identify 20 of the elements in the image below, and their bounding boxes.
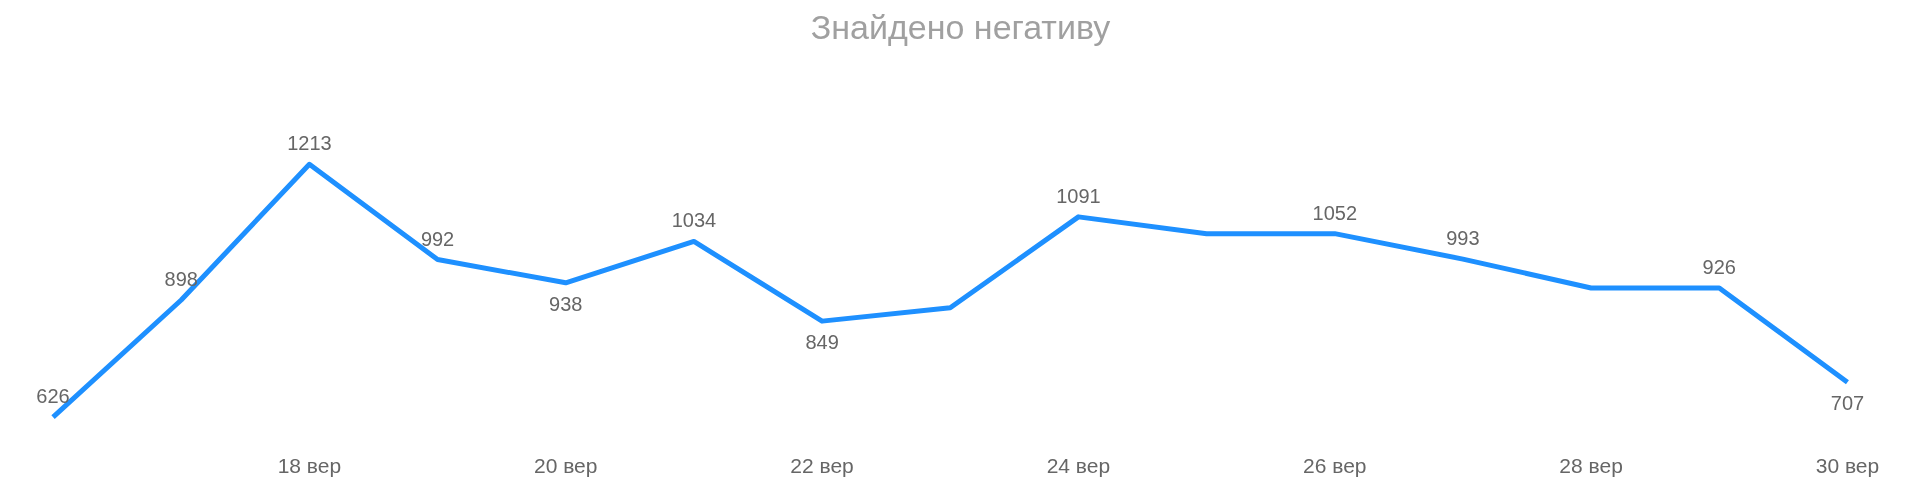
data-label: 926 [1702, 255, 1736, 278]
chart-title: Знайдено негативу [810, 7, 1111, 46]
data-label: 1034 [671, 209, 717, 232]
data-label: 626 [36, 385, 70, 408]
data-label: 849 [805, 331, 839, 354]
data-label: 1213 [287, 132, 332, 155]
data-label: 1052 [1312, 201, 1358, 224]
x-tick-label: 26 вер [1303, 453, 1367, 477]
data-label: 898 [164, 268, 198, 291]
x-tick-label: 22 вер [790, 453, 854, 477]
x-tick-label: 28 вер [1559, 453, 1623, 477]
data-label: 938 [549, 292, 583, 315]
x-tick-label: 30 вер [1815, 453, 1880, 477]
data-label: 707 [1830, 392, 1865, 415]
x-tick-label: 18 вер [277, 453, 342, 477]
data-label: 1091 [1056, 184, 1101, 207]
x-tick-label: 20 вер [534, 453, 598, 477]
data-label: 993 [1446, 227, 1480, 250]
data-label: 992 [420, 227, 455, 250]
x-tick-label: 24 вер [1046, 453, 1111, 477]
